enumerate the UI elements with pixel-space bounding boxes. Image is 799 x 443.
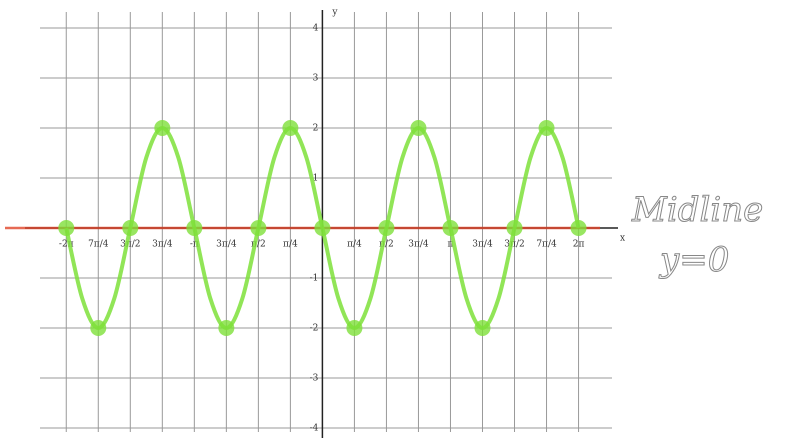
x-tick-label: 3π/2 xyxy=(504,240,524,250)
y-axis-label: y xyxy=(331,8,338,18)
x-tick-label: 7π/4 xyxy=(88,240,109,250)
x-tick-label: π/4 xyxy=(283,240,298,250)
x-axis-label: x xyxy=(620,234,625,244)
x-tick-label: -π xyxy=(190,240,199,250)
y-tick-label: 2 xyxy=(313,124,319,134)
point xyxy=(442,220,459,236)
y-tick-label: 4 xyxy=(313,24,319,34)
x-tick-label: 3π/4 xyxy=(472,240,493,250)
point xyxy=(282,120,299,136)
point xyxy=(378,220,395,236)
x-tick-label: π/2 xyxy=(379,240,394,250)
y-tick-label: 3 xyxy=(313,74,319,84)
point xyxy=(58,220,75,236)
point xyxy=(346,320,363,336)
point xyxy=(538,120,555,136)
annotation: y=0 xyxy=(658,240,729,280)
x-tick-label: 2π xyxy=(573,240,585,250)
point xyxy=(314,220,331,236)
point xyxy=(506,220,523,236)
y-tick-label: 1 xyxy=(313,174,319,184)
x-tick-label: 3π/2 xyxy=(120,240,140,250)
y-tick-label: -4 xyxy=(310,424,319,434)
point xyxy=(154,120,171,136)
point xyxy=(410,120,427,136)
point xyxy=(474,320,491,336)
point xyxy=(122,220,139,236)
y-tick-label: -1 xyxy=(310,274,319,284)
x-tick-label: 3π/4 xyxy=(152,240,173,250)
x-tick-label: 3π/4 xyxy=(408,240,429,250)
point xyxy=(186,220,203,236)
x-tick-label: -2π xyxy=(59,240,74,250)
x-tick-label: π/4 xyxy=(347,240,362,250)
point xyxy=(218,320,235,336)
x-tick-label: π/2 xyxy=(251,240,266,250)
y-tick-label: -3 xyxy=(310,374,319,384)
point xyxy=(90,320,107,336)
point xyxy=(250,220,267,236)
x-tick-label: π xyxy=(448,240,454,250)
x-tick-label: 3π/4 xyxy=(216,240,237,250)
x-tick-label: 7π/4 xyxy=(536,240,557,250)
y-tick-label: -2 xyxy=(310,324,319,334)
annotation: Midline xyxy=(631,190,763,230)
point xyxy=(570,220,587,236)
